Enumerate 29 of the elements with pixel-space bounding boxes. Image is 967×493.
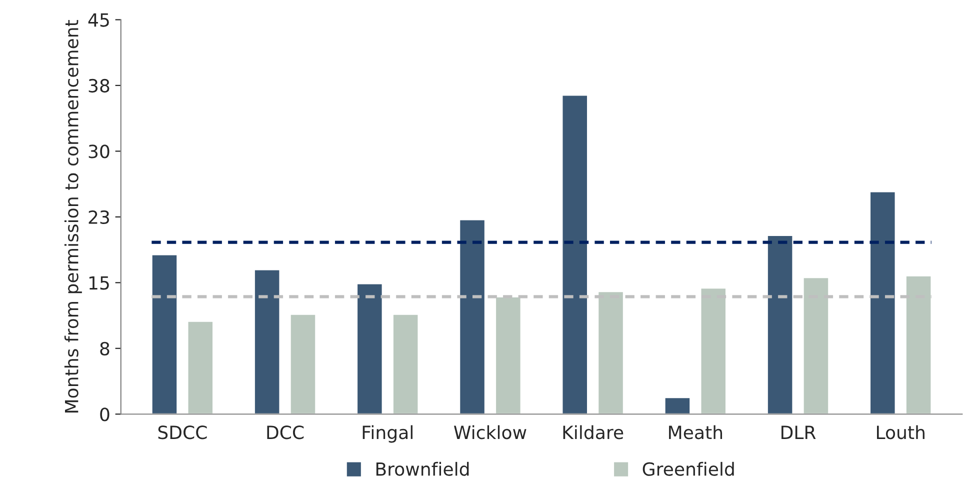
y-axis-title: Months from permission to commencement bbox=[64, 20, 82, 412]
bar bbox=[561, 94, 588, 414]
bar bbox=[150, 254, 178, 414]
bar bbox=[356, 282, 384, 414]
x-tick-label: Meath bbox=[669, 425, 722, 440]
bar bbox=[664, 396, 691, 414]
bar bbox=[869, 190, 896, 414]
y-tick-label: 0 bbox=[100, 408, 110, 422]
legend-label: Brownfield bbox=[376, 462, 469, 476]
y-tick-label: 45 bbox=[88, 13, 109, 27]
y-tick-label: 8 bbox=[100, 342, 110, 356]
x-tick-label: Wicklow bbox=[454, 425, 526, 440]
bar bbox=[458, 218, 486, 414]
x-tick-label: Kildare bbox=[563, 425, 624, 440]
x-tick-label: DLR bbox=[782, 426, 816, 439]
legend-label: Greenfield bbox=[642, 462, 734, 476]
x-tick-label: SDCC bbox=[158, 426, 207, 440]
x-tick-label: DCC bbox=[267, 426, 304, 440]
y-tick-label: 15 bbox=[89, 276, 109, 290]
y-tick-label: 30 bbox=[88, 144, 110, 158]
bar bbox=[186, 320, 214, 414]
bar bbox=[766, 234, 794, 414]
x-tick-label: Louth bbox=[877, 425, 924, 440]
y-tick-label: 38 bbox=[88, 78, 110, 93]
bar bbox=[289, 314, 317, 414]
bar bbox=[392, 314, 420, 414]
x-tick-label: Fingal bbox=[362, 425, 412, 443]
y-tick-label: 23 bbox=[88, 210, 110, 224]
bar bbox=[254, 268, 281, 414]
